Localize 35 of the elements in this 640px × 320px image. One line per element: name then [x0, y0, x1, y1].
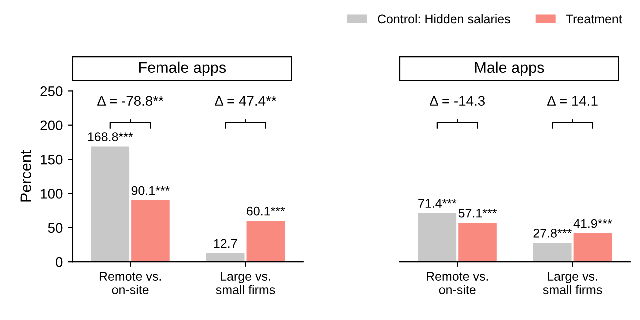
data-label: 57.1*** [458, 209, 498, 218]
data-label: 41.9*** [574, 219, 612, 228]
y-axis-title: Percent [20, 150, 32, 202]
bar [206, 253, 245, 262]
x-tick-label: Remote vs. on-site [100, 272, 162, 294]
annotation: Δ = 47.4** [215, 96, 277, 106]
bar [246, 221, 286, 262]
data-label: 90.1*** [132, 186, 170, 196]
y-tick-label: 200 [40, 120, 63, 131]
legend-label: Treatment [566, 14, 622, 24]
annotation: Δ = -78.8** [98, 96, 164, 106]
annotation: Δ = 14.1 [548, 96, 598, 106]
chart-title: Male apps [475, 62, 544, 76]
legend-label: Control: Hidden salaries [378, 14, 510, 24]
annotation: Δ = -14.3 [430, 96, 485, 106]
x-tick-label: Large vs. small firms [543, 272, 602, 294]
bar [132, 200, 170, 262]
data-label: 60.1*** [247, 206, 286, 216]
data-label: 71.4*** [418, 199, 457, 208]
y-tick-label: 150 [41, 154, 63, 165]
data-label: 168.8*** [88, 132, 134, 142]
bar [418, 213, 457, 262]
bar [574, 233, 612, 262]
y-tick-label: 250 [40, 86, 63, 96]
bar [458, 223, 497, 262]
y-tick-label: 100 [41, 189, 63, 199]
chart-title: Female apps [140, 62, 226, 76]
bar [533, 243, 572, 262]
x-tick-label: Remote vs. on-site [427, 272, 488, 294]
data-label: 27.8*** [534, 228, 572, 238]
data-label: 12.7 [214, 239, 238, 248]
x-tick-label: Large vs. small firms [216, 272, 276, 294]
y-tick-label: 50 [48, 223, 63, 234]
bar [91, 146, 130, 262]
y-tick-label: 0 [56, 257, 63, 268]
